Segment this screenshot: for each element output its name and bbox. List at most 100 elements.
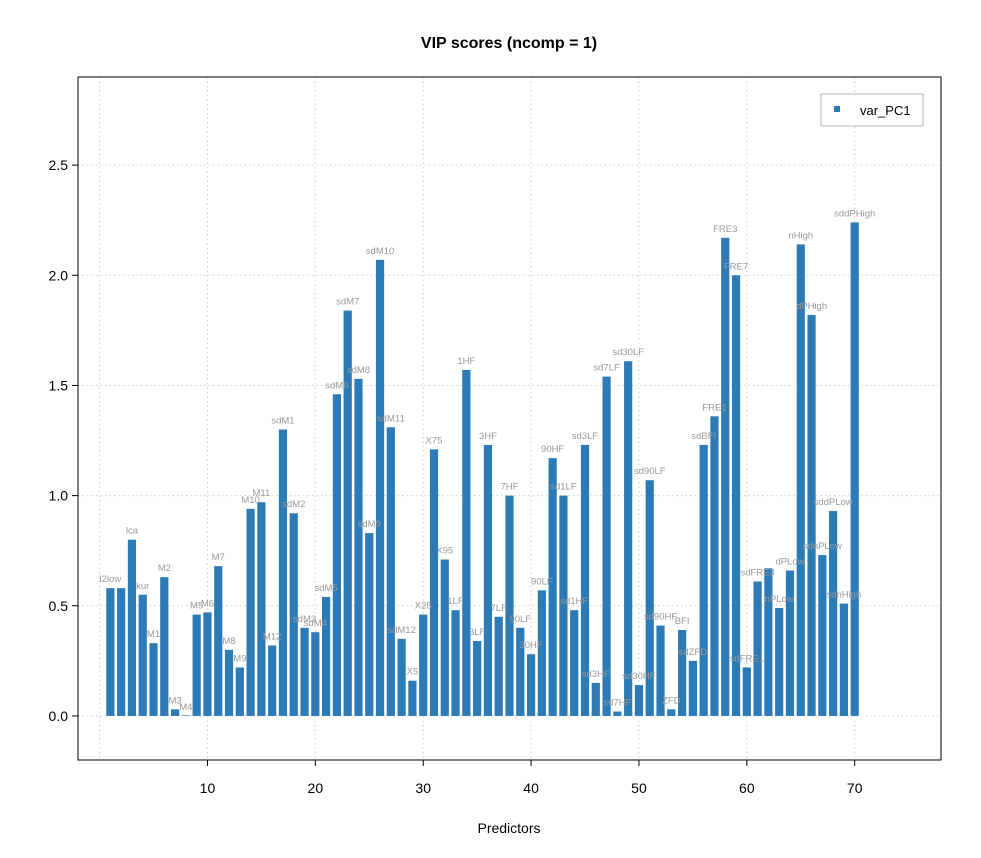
bar — [526, 654, 536, 716]
y-tick-label: 2.5 — [49, 157, 69, 173]
x-axis-label: Predictors — [477, 820, 540, 836]
bar-data-label: M4 — [179, 702, 192, 713]
bar-data-label: sdM11 — [377, 413, 405, 424]
plot-frame — [77, 76, 942, 761]
bar-data-label: sdM5 — [314, 583, 337, 594]
y-tick-label: 2.0 — [49, 267, 69, 283]
bar-data-label: nPLow — [765, 594, 794, 605]
bar — [386, 427, 395, 716]
bar-data-label: sd90LF — [634, 466, 666, 477]
y-axis: 0.0 0.5 1.0 1.5 2.0 2.5 — [49, 157, 78, 724]
bar — [160, 577, 169, 716]
bar-data-label: X75 — [426, 435, 443, 446]
bar-data-label: sdFRE3 — [740, 568, 774, 579]
bar-data-label: M10 — [241, 495, 259, 506]
bar-data-label: sdM2 — [282, 499, 305, 510]
bar-data-label: X5 — [407, 667, 419, 678]
bar — [311, 632, 320, 716]
bar-data-label: 90HF — [541, 444, 564, 455]
bar-data-label: sd1HF — [560, 596, 588, 607]
bar-data-label: M7 — [212, 552, 225, 563]
bar — [483, 444, 493, 716]
bar — [656, 625, 665, 716]
bar — [332, 394, 341, 716]
bar-data-label: sdM12 — [387, 625, 416, 636]
bar-data-label: sddPLow — [814, 497, 853, 508]
bar — [591, 682, 600, 716]
bar — [516, 627, 525, 716]
bar — [537, 590, 546, 716]
legend-entry-var-pc1: var_PC1 — [860, 103, 911, 118]
bar — [429, 449, 439, 716]
bars — [106, 222, 859, 716]
bar-data-label: X25 — [415, 601, 432, 612]
chart-title: VIP scores (ncomp = 1) — [421, 35, 597, 52]
y-tick-label: 0.5 — [49, 598, 69, 614]
x-tick-label: 10 — [200, 780, 216, 796]
bar — [613, 711, 622, 716]
bar — [580, 444, 590, 716]
bar — [278, 429, 288, 716]
bar-data-label: sdZFD — [679, 647, 708, 658]
bar — [570, 610, 579, 716]
y-tick-label: 1.5 — [49, 377, 69, 393]
bar — [300, 627, 309, 716]
x-tick-label: 30 — [415, 780, 431, 796]
bar-data-label: sdBFI — [691, 431, 716, 442]
grid — [78, 77, 941, 760]
bar — [170, 709, 180, 716]
bar — [106, 588, 115, 716]
bar-data-label: sdM4 — [304, 618, 327, 629]
x-tick-label: 50 — [631, 780, 647, 796]
x-tick-label: 20 — [308, 780, 324, 796]
bar-data-label: 90LF — [509, 614, 531, 625]
bar-data-label: nHigh — [788, 230, 813, 241]
bar-data-label: sd30LF — [612, 347, 644, 358]
bar-data-label: sdnPLow — [803, 541, 842, 552]
bar-data-label: 7LF — [491, 603, 508, 614]
bar-data-label: l2low — [100, 574, 122, 585]
bar-data-label: M3 — [168, 695, 181, 706]
bar-data-label: sd1LF — [550, 482, 577, 493]
bar — [764, 568, 773, 716]
y-tick-label: 0.0 — [49, 708, 69, 724]
bar-data-label: FRE1 — [702, 402, 726, 413]
bar-data-label: M5 — [190, 601, 203, 612]
bar — [753, 581, 762, 716]
bar-data-label: sdFRE1 — [730, 653, 764, 664]
bar-data-label: M9 — [233, 653, 246, 664]
bar-data-label: 90LF — [531, 576, 553, 587]
bar-data-label: dPHigh — [796, 301, 827, 312]
bar — [807, 314, 816, 716]
bar — [268, 645, 277, 716]
bar-data-label: sdM10 — [366, 246, 395, 257]
bar — [548, 458, 557, 716]
bar-data-label: M1 — [147, 629, 160, 640]
bar-data-label: X95 — [436, 546, 453, 557]
bar — [224, 649, 234, 716]
bar-data-label: sd7LF — [593, 363, 620, 374]
bar — [343, 310, 352, 716]
bar — [602, 376, 611, 716]
bar — [710, 416, 719, 716]
bar-data-label: sdM6 — [325, 380, 348, 391]
bar-data-label: 7HF — [501, 482, 519, 493]
bar-data-label: ZFD — [662, 695, 681, 706]
bar-data-label: sd90HF — [644, 612, 677, 623]
bar — [473, 641, 482, 716]
bar-data-label: M6 — [201, 598, 214, 609]
bar — [138, 594, 147, 716]
bar — [235, 667, 244, 716]
bar — [408, 680, 417, 716]
bar — [796, 244, 805, 716]
bar — [559, 495, 568, 716]
bar-data-label: 30HF — [519, 640, 542, 651]
bar-data-label: 1LF — [447, 596, 464, 607]
x-tick-label: 60 — [739, 780, 755, 796]
bar — [829, 511, 838, 716]
bar — [505, 495, 514, 716]
bar-data-label: BFI — [675, 616, 690, 627]
bar-data-label: M8 — [222, 636, 235, 647]
bar — [192, 614, 201, 716]
bar — [785, 570, 795, 716]
